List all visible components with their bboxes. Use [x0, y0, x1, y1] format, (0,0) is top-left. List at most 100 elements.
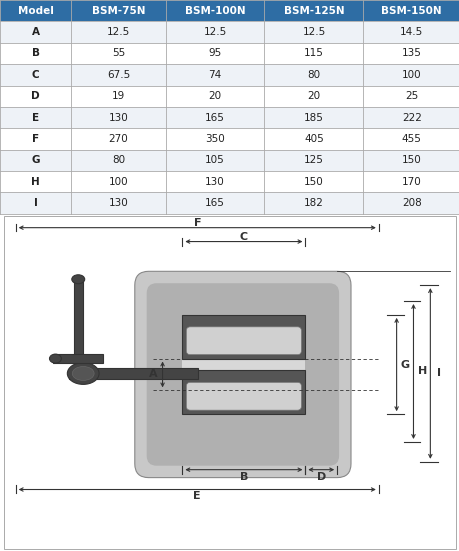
Text: 80: 80 — [112, 155, 125, 165]
Bar — [264, 43, 363, 64]
Bar — [182, 315, 305, 359]
Text: C: C — [239, 231, 247, 241]
Text: 12.5: 12.5 — [106, 27, 130, 37]
FancyBboxPatch shape — [186, 327, 301, 355]
Text: E: E — [32, 112, 39, 122]
FancyBboxPatch shape — [146, 283, 338, 466]
Text: 130: 130 — [108, 112, 128, 122]
Bar — [165, 150, 264, 171]
Text: 67.5: 67.5 — [106, 70, 130, 80]
Bar — [363, 150, 459, 171]
Text: 130: 130 — [108, 198, 128, 208]
Text: 14.5: 14.5 — [399, 27, 422, 37]
Ellipse shape — [67, 363, 99, 385]
Bar — [71, 128, 165, 150]
FancyBboxPatch shape — [134, 271, 350, 478]
Text: 20: 20 — [208, 91, 221, 101]
Bar — [71, 64, 165, 85]
Bar — [363, 0, 459, 21]
Bar — [264, 0, 363, 21]
Bar — [71, 150, 165, 171]
Text: C: C — [32, 70, 39, 80]
Text: B: B — [32, 48, 39, 58]
Bar — [182, 359, 305, 390]
Text: 150: 150 — [303, 177, 323, 187]
Text: 165: 165 — [205, 198, 224, 208]
Text: H: H — [417, 366, 426, 376]
Text: 170: 170 — [401, 177, 420, 187]
Bar — [71, 171, 165, 192]
Text: I: I — [437, 369, 440, 379]
Bar — [165, 128, 264, 150]
Text: 12.5: 12.5 — [302, 27, 325, 37]
Bar — [264, 107, 363, 128]
Bar — [264, 171, 363, 192]
Text: D: D — [316, 472, 325, 482]
Bar — [0, 43, 71, 64]
Text: A: A — [32, 27, 39, 37]
Text: 185: 185 — [303, 112, 323, 122]
Text: 25: 25 — [404, 91, 417, 101]
Text: F: F — [193, 218, 201, 228]
Text: 105: 105 — [205, 155, 224, 165]
Bar — [182, 370, 305, 414]
Bar — [0, 0, 71, 21]
Text: BSM-75N: BSM-75N — [91, 6, 145, 15]
Text: A: A — [149, 370, 157, 380]
Bar — [0, 128, 71, 150]
Bar — [71, 192, 165, 214]
Ellipse shape — [72, 366, 94, 380]
Text: BSM-125N: BSM-125N — [283, 6, 343, 15]
Text: 135: 135 — [401, 48, 421, 58]
Bar — [165, 0, 264, 21]
Bar — [71, 21, 165, 43]
Text: 20: 20 — [307, 91, 320, 101]
Text: 150: 150 — [401, 155, 420, 165]
Bar — [74, 280, 83, 358]
Bar — [264, 21, 363, 43]
Bar — [0, 150, 71, 171]
Bar — [363, 21, 459, 43]
Bar — [363, 171, 459, 192]
Text: BSM-100N: BSM-100N — [185, 6, 245, 15]
Bar — [165, 64, 264, 85]
Bar — [71, 85, 165, 107]
Text: I: I — [34, 198, 38, 208]
Bar — [165, 192, 264, 214]
Text: G: G — [400, 360, 409, 370]
Text: 100: 100 — [108, 177, 128, 187]
Text: 19: 19 — [112, 91, 125, 101]
Bar — [71, 107, 165, 128]
Text: G: G — [31, 155, 40, 165]
Text: BSM-150N: BSM-150N — [381, 6, 441, 15]
Text: 270: 270 — [108, 134, 128, 144]
Text: E: E — [193, 491, 201, 501]
Bar — [363, 64, 459, 85]
Text: 12.5: 12.5 — [203, 27, 226, 37]
Bar — [0, 64, 71, 85]
Bar — [165, 43, 264, 64]
Bar — [165, 21, 264, 43]
Text: 222: 222 — [401, 112, 421, 122]
Bar — [71, 0, 165, 21]
Text: 95: 95 — [208, 48, 221, 58]
Bar — [363, 128, 459, 150]
Bar — [0, 21, 71, 43]
Bar — [363, 192, 459, 214]
Bar — [264, 192, 363, 214]
Text: 115: 115 — [303, 48, 323, 58]
Bar — [165, 107, 264, 128]
Text: 74: 74 — [208, 70, 221, 80]
Text: F: F — [32, 134, 39, 144]
Bar — [363, 107, 459, 128]
Text: 55: 55 — [112, 48, 125, 58]
Bar — [69, 368, 198, 380]
Text: 100: 100 — [401, 70, 420, 80]
Bar — [264, 85, 363, 107]
Bar — [165, 85, 264, 107]
Text: Model: Model — [18, 6, 53, 15]
Text: 165: 165 — [205, 112, 224, 122]
Text: H: H — [31, 177, 40, 187]
Text: 80: 80 — [307, 70, 320, 80]
Text: 350: 350 — [205, 134, 224, 144]
